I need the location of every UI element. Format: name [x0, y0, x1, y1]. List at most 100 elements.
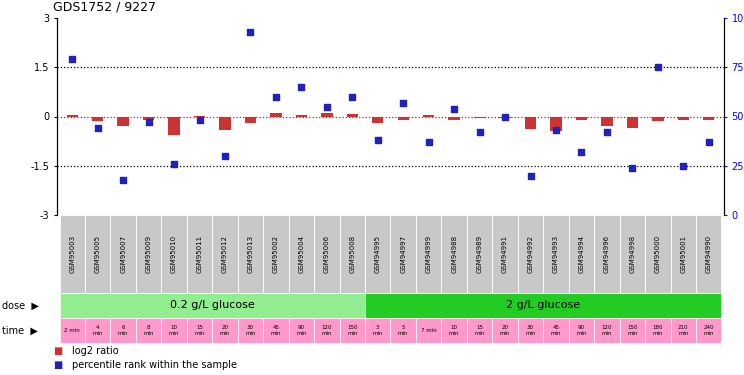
Text: GSM95008: GSM95008 — [350, 235, 356, 273]
Bar — [136, 318, 161, 343]
Text: GSM95003: GSM95003 — [69, 235, 75, 273]
Text: 2 g/L glucose: 2 g/L glucose — [506, 300, 580, 310]
Bar — [416, 215, 441, 293]
Bar — [136, 215, 161, 293]
Bar — [92, 117, 103, 122]
Point — [66, 56, 78, 62]
Text: GSM95002: GSM95002 — [273, 235, 279, 273]
Bar — [339, 318, 365, 343]
Text: GSM94995: GSM94995 — [375, 235, 381, 273]
Point — [118, 177, 129, 183]
Bar — [474, 117, 485, 118]
Point — [321, 104, 333, 110]
Point — [525, 172, 536, 178]
Text: 10
min: 10 min — [449, 325, 459, 336]
Text: GSM95010: GSM95010 — [171, 235, 177, 273]
Point — [703, 139, 715, 145]
Text: GSM94989: GSM94989 — [477, 235, 483, 273]
Bar — [416, 318, 441, 343]
Text: 210
min: 210 min — [678, 325, 688, 336]
Bar — [493, 318, 518, 343]
Bar — [110, 215, 136, 293]
Bar — [467, 318, 493, 343]
Bar — [441, 318, 467, 343]
Bar — [568, 215, 594, 293]
Bar — [339, 215, 365, 293]
Bar — [703, 117, 714, 120]
Text: 15
min: 15 min — [475, 325, 485, 336]
Text: 120
min: 120 min — [602, 325, 612, 336]
Point — [652, 64, 664, 70]
Text: 150
min: 150 min — [347, 325, 358, 336]
Text: GSM94990: GSM94990 — [706, 235, 712, 273]
Bar — [601, 117, 612, 126]
Bar — [543, 215, 568, 293]
Point — [245, 29, 257, 35]
Point — [219, 153, 231, 159]
Bar — [449, 117, 460, 120]
Text: 4
min: 4 min — [92, 325, 103, 336]
Text: GSM94992: GSM94992 — [527, 235, 533, 273]
Bar — [568, 318, 594, 343]
Bar — [397, 117, 409, 120]
Bar — [620, 215, 645, 293]
Point — [550, 127, 562, 133]
Text: GSM95007: GSM95007 — [121, 235, 126, 273]
Bar — [263, 215, 289, 293]
Bar — [263, 318, 289, 343]
Text: 90
min: 90 min — [296, 325, 307, 336]
Bar — [85, 318, 110, 343]
Point — [92, 125, 103, 131]
Text: percentile rank within the sample: percentile rank within the sample — [72, 360, 237, 370]
Bar — [525, 117, 536, 129]
Bar — [314, 215, 339, 293]
Bar — [645, 318, 670, 343]
Bar — [118, 117, 129, 126]
Text: 3
min: 3 min — [373, 325, 383, 336]
Bar — [670, 215, 696, 293]
Point — [397, 100, 409, 106]
Text: GSM95006: GSM95006 — [324, 235, 330, 273]
Bar — [347, 114, 358, 117]
Bar — [365, 215, 391, 293]
Bar — [626, 117, 638, 128]
Text: 90
min: 90 min — [576, 325, 587, 336]
Text: 45
min: 45 min — [271, 325, 281, 336]
Text: 240
min: 240 min — [704, 325, 714, 336]
Text: GSM94998: GSM94998 — [629, 235, 635, 273]
Point — [448, 106, 460, 112]
Bar — [60, 318, 85, 343]
Bar — [219, 117, 231, 130]
Point — [270, 94, 282, 100]
Text: GSM95011: GSM95011 — [196, 235, 202, 273]
Bar — [314, 318, 339, 343]
Bar — [551, 117, 562, 131]
Text: time  ▶: time ▶ — [2, 326, 38, 336]
Text: GSM95001: GSM95001 — [680, 235, 686, 273]
Point — [575, 149, 587, 155]
Bar — [391, 318, 416, 343]
Text: GSM94988: GSM94988 — [451, 235, 457, 273]
Bar — [696, 215, 722, 293]
Bar — [60, 293, 365, 318]
Text: 45
min: 45 min — [551, 325, 561, 336]
Point — [626, 165, 638, 171]
Bar — [143, 117, 154, 120]
Bar — [391, 215, 416, 293]
Bar — [321, 113, 333, 117]
Bar — [493, 215, 518, 293]
Bar — [576, 117, 587, 120]
Text: dose  ▶: dose ▶ — [2, 300, 39, 310]
Text: 6
min: 6 min — [118, 325, 129, 336]
Bar — [238, 215, 263, 293]
Bar — [518, 318, 543, 343]
Bar — [423, 115, 434, 117]
Text: 20
min: 20 min — [219, 325, 231, 336]
Bar — [245, 117, 256, 123]
Point — [423, 139, 434, 145]
Bar — [212, 215, 238, 293]
Bar — [60, 215, 85, 293]
Bar — [499, 117, 511, 118]
Bar — [295, 115, 307, 117]
Text: GSM95005: GSM95005 — [94, 235, 100, 273]
